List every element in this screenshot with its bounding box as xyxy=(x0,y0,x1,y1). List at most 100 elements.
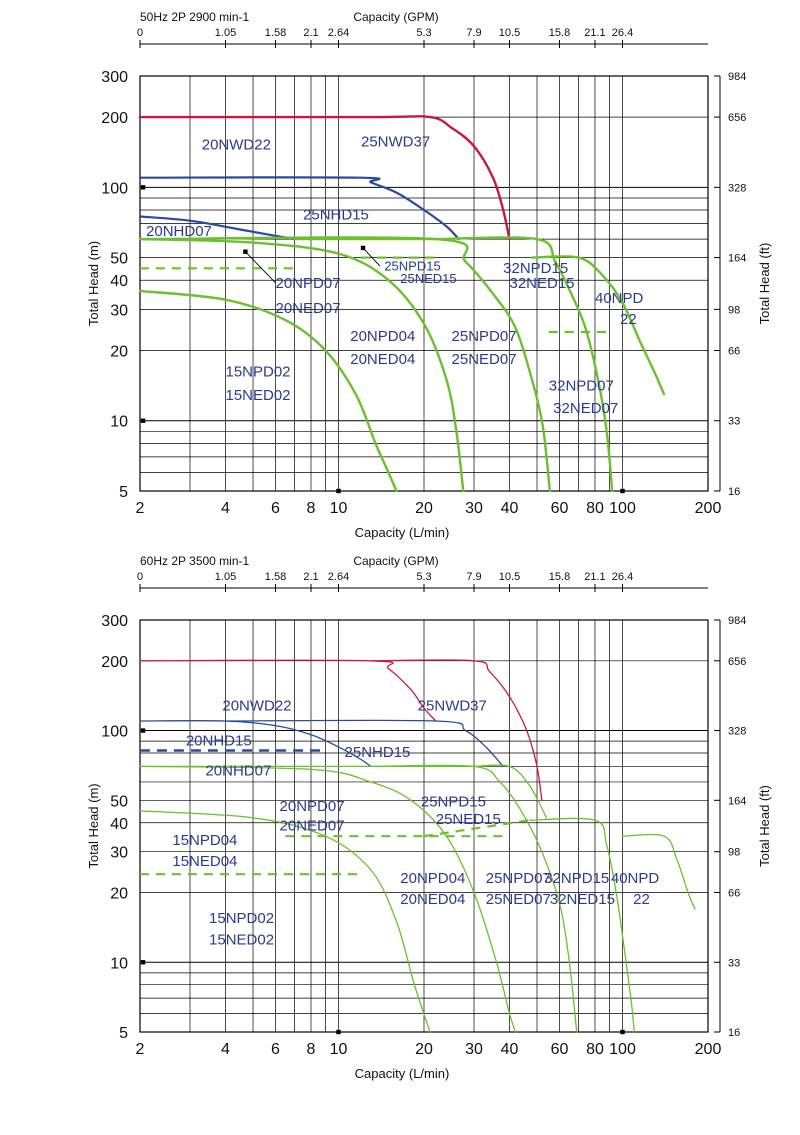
leader-line xyxy=(362,247,381,267)
curve-line-5 xyxy=(138,236,552,493)
curve-label: 32NPD07 xyxy=(549,377,614,394)
right-tick-label: 328 xyxy=(728,726,746,738)
x-tick-label: 80 xyxy=(586,500,604,517)
x-tick-label: 10 xyxy=(330,500,348,517)
curve-label: 20NHD07 xyxy=(205,762,271,779)
marker-dot xyxy=(243,249,248,254)
right-axis-title: Total Head (ft) xyxy=(757,785,772,867)
y-tick-label: 40 xyxy=(110,273,128,290)
leader-line xyxy=(245,251,276,284)
y-tick-label: 10 xyxy=(110,414,128,431)
curve-label: 15NPD04 xyxy=(172,832,237,849)
top-tick-label: 1.05 xyxy=(215,571,236,583)
curve-label: 32NPD15 xyxy=(503,260,568,277)
x-tick-label: 80 xyxy=(586,1041,604,1058)
curve-line-2 xyxy=(138,176,460,241)
plot-frame xyxy=(139,75,709,492)
curve-line-10 xyxy=(473,764,548,819)
x-tick-label: 20 xyxy=(415,500,433,517)
performance-curves xyxy=(139,659,696,1033)
x-axis-title: Capacity (L/min) xyxy=(355,525,450,540)
top-tick-label: 2.64 xyxy=(328,27,349,39)
top-axis-title: Capacity (GPM) xyxy=(353,10,438,24)
right-tick-label: 328 xyxy=(728,182,746,194)
curve-line-1 xyxy=(138,115,511,241)
y-tick-label: 300 xyxy=(101,69,128,86)
top-tick-label: 21.1 xyxy=(584,27,605,39)
x-tick-label: 10 xyxy=(330,1041,348,1058)
y-tick-label: 200 xyxy=(101,110,128,127)
x-tick-label: 60 xyxy=(551,1041,569,1058)
y-tick-label: 20 xyxy=(110,886,128,903)
performance-curves xyxy=(138,115,666,493)
x-tick-label: 4 xyxy=(221,1041,230,1058)
marker-dot xyxy=(336,1029,341,1035)
top-tick-label: 5.3 xyxy=(416,571,431,583)
curve-label: 40NPD xyxy=(595,290,644,307)
curve-line-7 xyxy=(139,810,431,1033)
curve-label: 15NPD02 xyxy=(209,910,274,927)
marker-dot xyxy=(336,488,341,494)
curve-label: 25NED15 xyxy=(436,811,501,828)
x-tick-label: 2 xyxy=(136,500,145,517)
curve-label: 20NPD04 xyxy=(350,328,415,345)
curve-label: 15NED04 xyxy=(172,853,237,870)
x-tick-label: 4 xyxy=(221,500,230,517)
right-tick-label: 16 xyxy=(728,1027,740,1039)
curve-label: 22 xyxy=(633,891,650,908)
y-tick-label: 5 xyxy=(119,1025,128,1042)
curve-label: 40NPD xyxy=(611,870,660,887)
x-tick-label: 100 xyxy=(609,500,636,517)
curve-line-3 xyxy=(139,719,372,768)
chart-title: 50Hz 2P 2900 min-1 xyxy=(140,10,250,24)
top-tick-label: 5.3 xyxy=(416,27,431,39)
x-tick-label: 30 xyxy=(465,1041,483,1058)
x-tick-label: 40 xyxy=(501,500,519,517)
curve-label: 25NPD15 xyxy=(384,259,440,274)
marker-dot xyxy=(140,728,146,733)
top-tick-label: 1.58 xyxy=(265,27,286,39)
y-tick-label: 10 xyxy=(110,955,128,972)
x-tick-label: 6 xyxy=(271,1041,280,1058)
curve-label: 25NED15 xyxy=(400,271,456,286)
top-tick-label: 10.5 xyxy=(499,27,520,39)
curve-label: 25NPD07 xyxy=(452,328,517,345)
curve-label: 32NED15 xyxy=(509,275,574,292)
curve-label: 32NED07 xyxy=(553,400,618,417)
x-tick-label: 2 xyxy=(136,1041,145,1058)
top-tick-label: 0 xyxy=(137,27,143,39)
y-tick-label: 100 xyxy=(101,180,128,197)
y-tick-label: 30 xyxy=(110,302,128,319)
curve-line-7 xyxy=(530,255,666,396)
curve-line-9 xyxy=(138,289,398,493)
right-axis-title: Total Head (ft) xyxy=(757,243,772,325)
right-tick-label: 16 xyxy=(728,486,740,498)
right-tick-label: 984 xyxy=(728,615,746,627)
curve-label: 15NED02 xyxy=(225,387,290,404)
curve-line-15 xyxy=(423,819,530,838)
x-tick-label: 60 xyxy=(551,500,569,517)
x-tick-label: 200 xyxy=(695,1041,722,1058)
curve-label: 20NWD22 xyxy=(202,137,271,154)
curve-label: 25NED07 xyxy=(486,891,551,908)
curve-line-11 xyxy=(528,817,635,1033)
curve-label: 22 xyxy=(620,311,637,328)
top-tick-label: 2.1 xyxy=(303,571,318,583)
top-tick-label: 26.4 xyxy=(612,571,633,583)
curve-label: 20NHD07 xyxy=(146,223,212,240)
y-tick-label: 5 xyxy=(119,484,128,501)
curve-label: 25NPD15 xyxy=(421,794,486,811)
x-tick-label: 8 xyxy=(307,500,316,517)
curve-line-6 xyxy=(434,236,614,493)
chart-panel-2: 0 1.05 1.58 2.1 2.64 5.3 7.9 10.5 15.8 21.1 26.4 60… xyxy=(86,554,772,1081)
curve-label: 20NPD07 xyxy=(280,798,345,815)
right-tick-label: 164 xyxy=(728,253,746,265)
x-tick-label: 30 xyxy=(465,500,483,517)
y-tick-label: 200 xyxy=(101,654,128,671)
y-tick-label: 100 xyxy=(101,724,128,741)
y-tick-label: 50 xyxy=(110,251,128,268)
y-tick-label: 20 xyxy=(110,343,128,360)
curve-line-4 xyxy=(224,719,504,768)
right-tick-label: 984 xyxy=(728,71,746,83)
right-tick-label: 656 xyxy=(728,656,746,668)
